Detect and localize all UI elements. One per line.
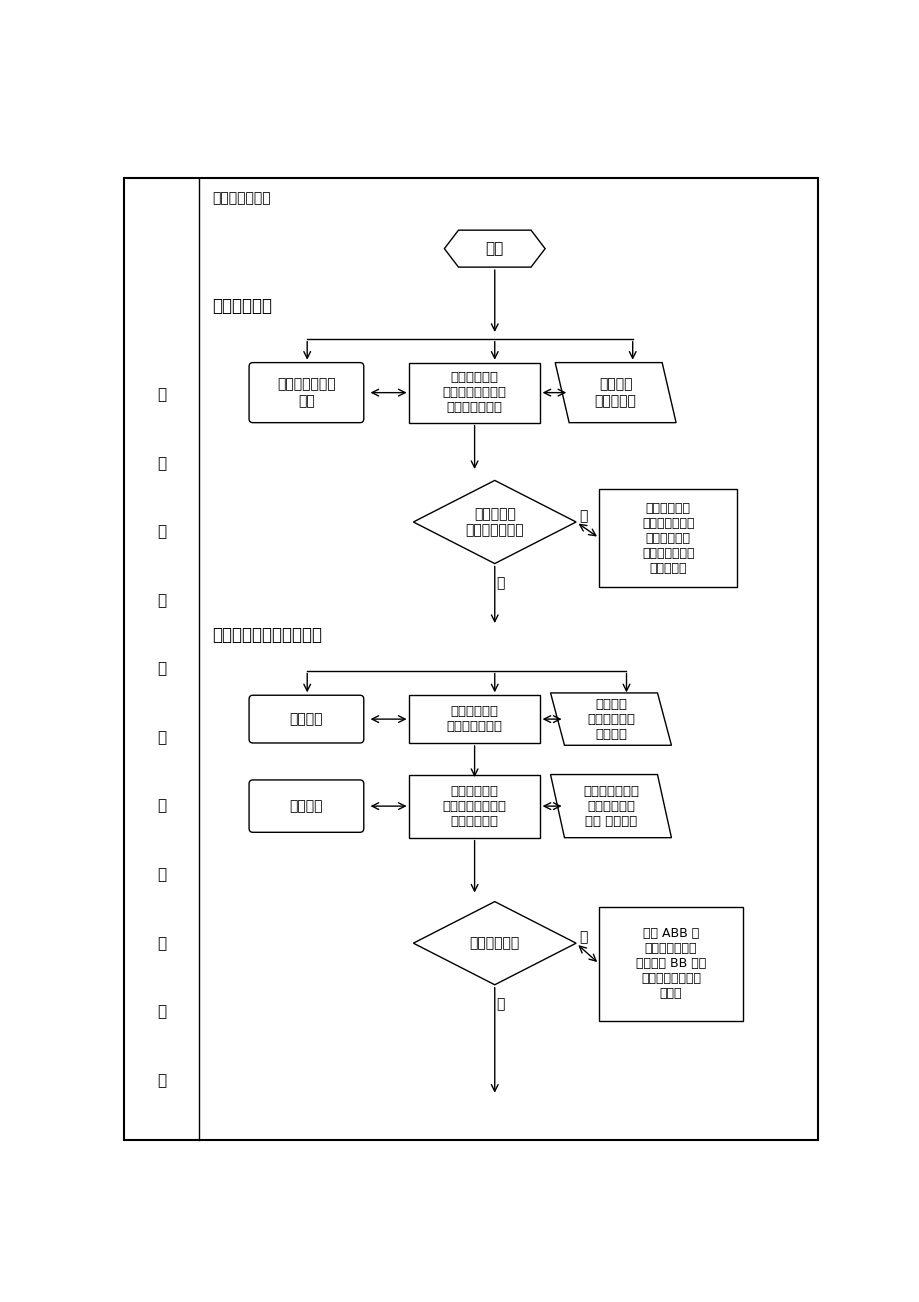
Text: 课: 课 [157,388,166,402]
Polygon shape [413,901,575,984]
Bar [409,362,539,423]
Text: 创设和再现情
境，以童真和童
趣引领学生融
入文本，是本环
节的关键。: 创设和再现情 境，以童真和童 趣引领学生融 入文本，是本环 节的关键。 [641,501,694,574]
Text: 否: 否 [579,930,587,944]
Text: 程: 程 [157,730,166,745]
Text: 出示问题: 出示问题 [289,799,323,814]
Text: 荷叶美景图片、
音乐: 荷叶美景图片、 音乐 [277,378,335,408]
Text: 是: 是 [496,997,505,1012]
Polygon shape [550,693,671,745]
Text: 出示词语: 出示词语 [289,712,323,727]
Text: 结: 结 [157,798,166,814]
Text: 说出：小水珠、
小蜻蜓、小青
蛙、 小鱼儿。: 说出：小水珠、 小蜻蜓、小青 蛙、 小鱼儿。 [583,785,639,828]
Bar [409,775,539,837]
Text: 堂: 堂 [157,456,166,471]
Text: 否: 否 [579,509,587,523]
Text: 二、复习词语，整体感知: 二、复习词语，整体感知 [211,626,322,644]
Text: 多种形式
读词，进行语
言积累。: 多种形式 读词，进行语 言积累。 [586,698,634,741]
Text: 设: 设 [157,1004,166,1019]
Bar [598,907,742,1021]
Text: 在情境中
走进文本。: 在情境中 走进文本。 [594,378,636,408]
Text: 过: 过 [157,661,166,677]
Text: 学: 学 [157,592,166,608]
Text: 提问：这个故
事讲了荷叶和哪些
小伙伴的事？: 提问：这个故 事讲了荷叶和哪些 小伙伴的事？ [442,785,506,828]
Polygon shape [554,362,675,423]
Text: 利用美丽的荷
叶图片引入课题，
激发学生兴趣。: 利用美丽的荷 叶图片引入课题， 激发学生兴趣。 [442,371,506,414]
Text: 的: 的 [157,936,166,950]
Text: 注意 ABB 式
重叠形容词的读
音，一般 BB 读阴
平，如绿油油，沉
甸甸。: 注意 ABB 式 重叠形容词的读 音，一般 BB 读阴 平，如绿油油，沉 甸甸。 [635,927,706,1000]
Bar [598,488,736,587]
Polygon shape [413,480,575,564]
FancyBboxPatch shape [249,780,363,832]
Text: 复习词语，为
学文做好准备。: 复习词语，为 学文做好准备。 [446,706,502,733]
Text: 体会语言运用: 体会语言运用 [469,936,519,950]
Bar [409,695,539,743]
FancyBboxPatch shape [249,695,363,743]
Text: 构: 构 [157,867,166,883]
Text: 教: 教 [157,525,166,539]
Polygon shape [444,230,545,267]
Polygon shape [550,775,671,837]
Text: 一、激情导入: 一、激情导入 [211,297,272,315]
Text: 是: 是 [496,575,505,590]
Text: 教学过程结构：: 教学过程结构： [211,191,270,206]
Text: 激发兴趣，
创设乐学氛围。: 激发兴趣， 创设乐学氛围。 [465,506,524,538]
Text: 计: 计 [157,1073,166,1087]
FancyBboxPatch shape [249,362,363,423]
Text: 开始: 开始 [485,241,504,256]
